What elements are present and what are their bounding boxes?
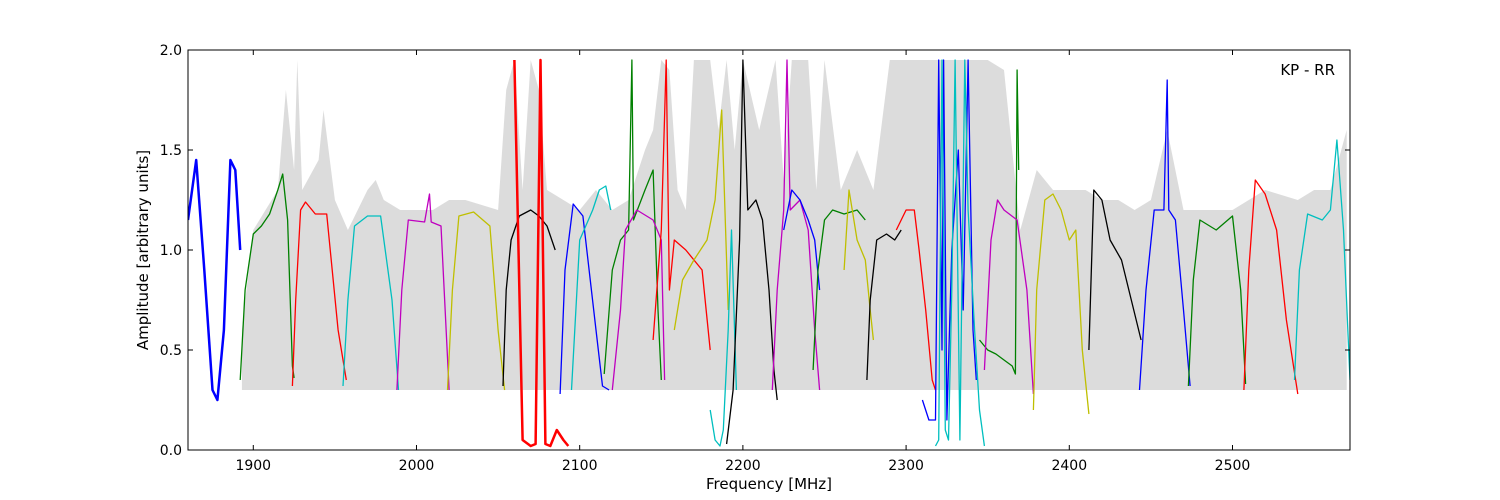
- series-line-29: [1138, 79, 1191, 391]
- series-line-20: [843, 189, 875, 341]
- x-tick-label: 2000: [399, 458, 435, 474]
- y-axis-label: Amplitude [arbitrary units]: [134, 150, 152, 350]
- x-tick-label: 1900: [235, 458, 271, 474]
- y-tick-label: 1.0: [160, 243, 182, 259]
- x-tick-label: 2200: [725, 458, 761, 474]
- x-tick-label: 2100: [562, 458, 598, 474]
- series-line-16: [725, 59, 778, 445]
- y-tick-label: 2.0: [160, 43, 182, 59]
- series-line-5: [396, 193, 450, 391]
- series-line-24: [934, 59, 986, 447]
- series-line-10: [570, 185, 612, 391]
- background-band-shape: [241, 60, 1347, 390]
- series-line-3: [291, 201, 347, 387]
- series-line-4: [342, 215, 400, 391]
- background-band: [241, 60, 1347, 390]
- series-line-7: [502, 209, 556, 387]
- series-line-8: [513, 58, 570, 448]
- plot-area: [188, 58, 1350, 448]
- x-tick-label: 2300: [888, 458, 924, 474]
- series-line-11: [603, 59, 662, 381]
- series-line-30: [1187, 215, 1247, 387]
- series-line-28: [1088, 189, 1142, 351]
- y-tick-label: 1.5: [160, 143, 182, 159]
- series-line-21: [866, 229, 902, 381]
- x-tick-label: 2500: [1215, 458, 1251, 474]
- series-layer: [188, 58, 1350, 448]
- series-line-25: [978, 69, 1020, 375]
- series-line-2: [239, 173, 295, 381]
- series-line-13: [652, 59, 711, 351]
- series-line-27: [1032, 193, 1090, 415]
- y-tick-label: 0.5: [160, 343, 182, 359]
- series-line-12: [611, 209, 666, 391]
- series-line-19: [812, 209, 866, 371]
- series-line-17: [771, 59, 821, 391]
- series-line-14: [673, 109, 729, 331]
- ticks-layer: 1900 2000 2100 2200 2300 2400 2500 0.0 0.5 1.0 1.5…: [160, 43, 1350, 474]
- x-tick-label: 2400: [1051, 458, 1087, 474]
- y-tick-label: 0.0: [160, 443, 182, 459]
- annotation: KP - RR: [1280, 61, 1335, 79]
- series-line-18: [783, 189, 821, 291]
- series-line-6: [446, 211, 506, 391]
- series-line-22: [895, 209, 937, 391]
- series-line-9: [559, 203, 610, 395]
- series-line-1: [188, 158, 242, 402]
- series-line-31: [1243, 179, 1299, 395]
- series-line-26: [983, 199, 1035, 395]
- series-line-15: [709, 229, 738, 447]
- series-line-32: [1293, 139, 1350, 381]
- series-line-23: [921, 59, 977, 421]
- x-axis-label: Frequency [MHz]: [706, 475, 832, 493]
